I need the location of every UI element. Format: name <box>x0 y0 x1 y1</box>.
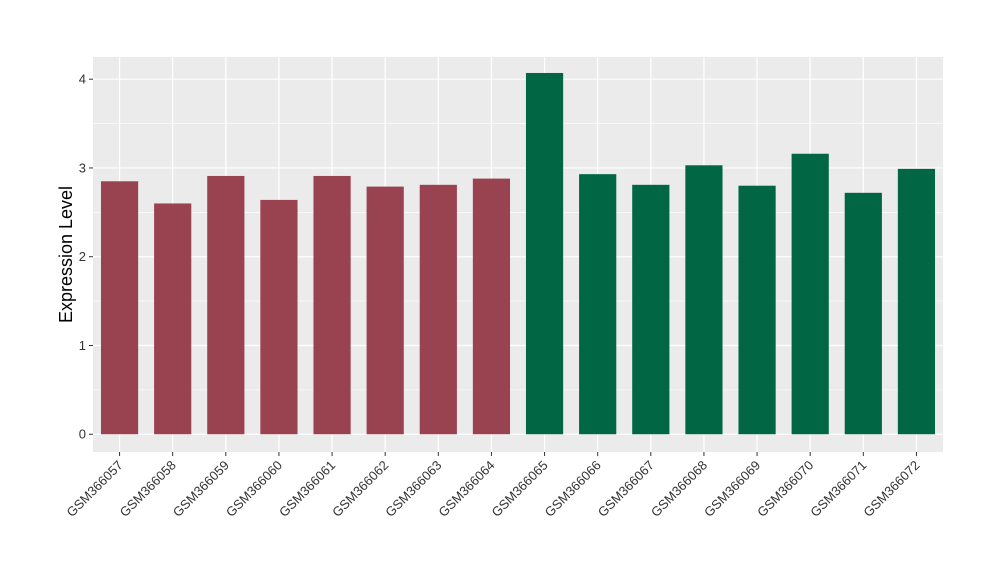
x-tick-label: GSM366070 <box>754 458 816 520</box>
bar-GSM366071 <box>844 192 882 435</box>
x-tick-label: GSM366061 <box>276 458 338 520</box>
x-tick-label: GSM366071 <box>807 458 869 520</box>
y-tick-label: 3 <box>79 160 86 175</box>
x-tick-label: GSM366072 <box>860 458 922 520</box>
bars <box>100 72 936 435</box>
bar-GSM366063 <box>419 184 457 435</box>
bar-GSM366064 <box>472 178 511 435</box>
x-tick-label: GSM366059 <box>170 458 232 520</box>
x-tick-label: GSM366068 <box>648 458 710 520</box>
x-tick-label: GSM366067 <box>595 458 657 520</box>
x-tick-label: GSM366063 <box>382 458 444 520</box>
bar-GSM366068 <box>685 165 723 435</box>
bar-GSM366067 <box>632 184 670 435</box>
y-tick-label: 0 <box>79 427 86 442</box>
y-axis-title: Expression Level <box>56 186 76 323</box>
bar-GSM366058 <box>154 203 192 435</box>
x-axis: GSM366057GSM366058GSM366059GSM366060GSM3… <box>63 452 923 520</box>
bar-GSM366060 <box>260 199 298 435</box>
bar-GSM366072 <box>897 168 936 435</box>
x-tick-label: GSM366060 <box>223 458 285 520</box>
bar-GSM366061 <box>313 175 351 435</box>
x-tick-label: GSM366057 <box>63 458 125 520</box>
x-tick-label: GSM366069 <box>701 458 763 520</box>
x-tick-label: GSM366066 <box>542 458 604 520</box>
bar-GSM366070 <box>791 153 829 435</box>
y-tick-label: 1 <box>79 338 86 353</box>
bar-GSM366065 <box>525 72 564 435</box>
x-tick-label: GSM366065 <box>488 458 550 520</box>
y-axis: 0 1 2 3 4 <box>79 72 93 442</box>
x-tick-label: GSM366064 <box>435 458 497 520</box>
y-tick-label: 2 <box>79 249 86 264</box>
bar-GSM366066 <box>579 174 617 435</box>
bar-GSM366069 <box>738 185 776 435</box>
bar-GSM366059 <box>207 175 245 435</box>
bar-GSM366062 <box>366 186 404 435</box>
x-tick-label: GSM366062 <box>329 458 391 520</box>
bar-GSM366057 <box>100 181 139 435</box>
y-tick-label: 4 <box>79 72 86 87</box>
x-tick-label: GSM366058 <box>117 458 179 520</box>
